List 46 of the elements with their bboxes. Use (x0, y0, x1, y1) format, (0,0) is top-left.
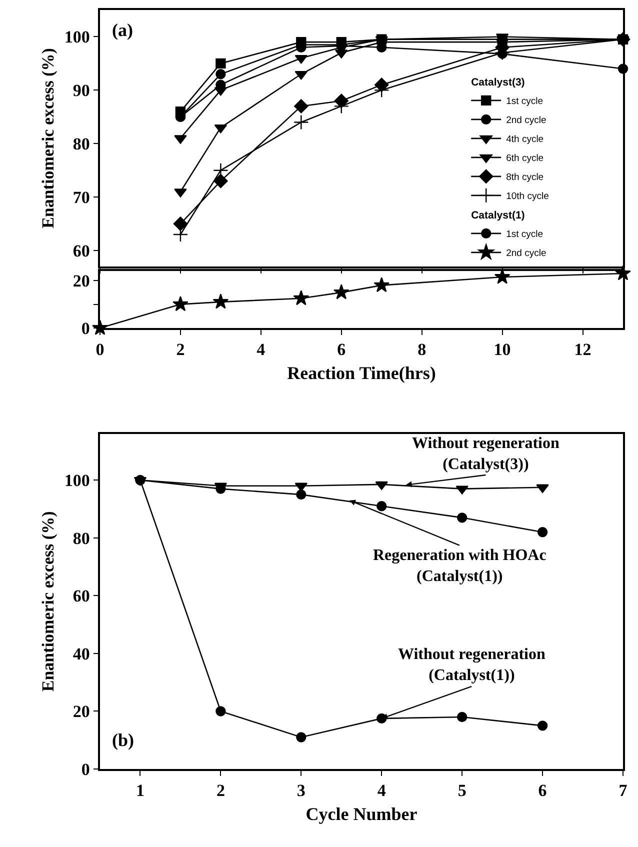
annotation: (a) (112, 20, 133, 40)
x-tick-label: 5 (458, 781, 466, 800)
x-tick-label: 1 (136, 781, 144, 800)
annotation: Regeneration with HOAc (Catalyst(1)) (373, 547, 546, 585)
y-tick-label: 0 (81, 318, 90, 338)
x-axis-title: Cycle Number (306, 804, 418, 824)
text: Catalyst(1) (471, 210, 525, 222)
y-tick-label: 0 (81, 760, 90, 779)
y-tick-label: 60 (72, 586, 90, 606)
y-tick-label: 80 (72, 134, 90, 154)
y-tick-label: 60 (72, 241, 90, 260)
y-tick-label: 100 (64, 471, 90, 490)
legend-label: 10th cycle (506, 191, 549, 202)
y-tick-label: 90 (72, 81, 90, 100)
x-tick-label: 10 (494, 340, 511, 360)
legend-label: 2nd cycle (506, 248, 546, 260)
x-tick-label: 2 (176, 340, 185, 360)
y-tick-label: 20 (72, 702, 90, 722)
x-tick-label: 7 (618, 781, 628, 800)
annotation: (b) (112, 730, 134, 750)
x-tick-label: 8 (418, 340, 426, 360)
text: Catalyst(3) (471, 76, 525, 89)
legend-label: 4th cycle (506, 134, 544, 146)
legend-label: 1st cycle (506, 96, 544, 108)
y-axis-title: Enantiomeric excess (%) (38, 511, 58, 692)
annotation: Without regeneration (Catalyst(1)) (398, 646, 546, 684)
legend-label: 6th cycle (506, 153, 544, 164)
legend-label: 2nd cycle (506, 115, 546, 126)
x-tick-label: 12 (574, 340, 592, 360)
x-tick-label: 6 (538, 781, 547, 800)
legend-label: 8th cycle (506, 172, 544, 184)
y-tick-label: 40 (72, 644, 90, 664)
y-tick-label: 70 (72, 188, 90, 208)
x-tick-label: 2 (216, 781, 225, 800)
x-tick-label: 6 (337, 340, 346, 360)
y-tick-label: 20 (72, 272, 90, 291)
x-tick-label: 4 (256, 340, 266, 360)
x-tick-label: 3 (296, 781, 306, 800)
x-tick-label: 4 (377, 781, 386, 800)
y-tick-label: 80 (72, 528, 90, 548)
annotation: Without regeneration (Catalyst(3)) (412, 435, 560, 473)
x-tick-label: 0 (96, 340, 104, 360)
legend-label: 1st cycle (506, 229, 544, 240)
x-axis-title: Reaction Time(hrs) (287, 362, 436, 383)
y-axis-title: Enantiomeric excess (%) (38, 48, 58, 228)
y-tick-label: 100 (64, 28, 90, 47)
